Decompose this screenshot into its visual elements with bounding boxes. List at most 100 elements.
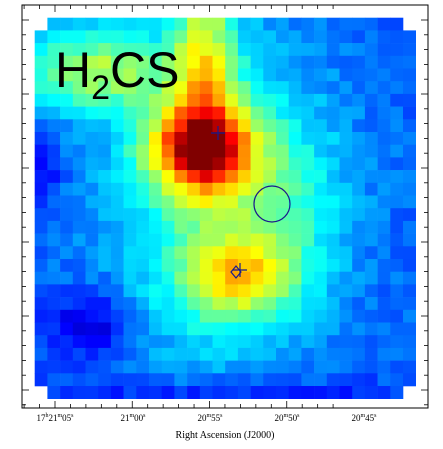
map-cell <box>263 284 277 298</box>
map-cell <box>301 119 315 133</box>
markers <box>211 126 291 279</box>
map-cell <box>174 144 188 158</box>
map-cell <box>161 271 175 285</box>
map-cell <box>390 195 404 209</box>
map-cell <box>123 17 137 31</box>
map-cell <box>187 309 201 323</box>
map-cell <box>187 233 201 247</box>
map-cell <box>352 81 366 95</box>
map-cell <box>34 297 48 311</box>
map-cell <box>149 157 162 171</box>
map-cell <box>326 93 340 107</box>
map-cell <box>161 259 175 272</box>
map-cell <box>403 335 416 349</box>
map-cell <box>212 119 226 133</box>
map-cell <box>123 157 137 171</box>
map-cell <box>301 309 315 323</box>
map-cell <box>161 68 175 82</box>
map-cell <box>85 297 99 311</box>
map-cell <box>187 195 201 209</box>
map-cell <box>136 68 150 82</box>
map-cell <box>390 208 404 222</box>
map-cell <box>123 322 137 336</box>
map-cell <box>136 220 150 234</box>
map-cell <box>301 182 315 196</box>
map-cell <box>98 119 112 133</box>
map-cell <box>187 106 201 120</box>
map-cell <box>237 30 251 44</box>
map-cell <box>136 297 150 311</box>
map-cell <box>377 259 391 272</box>
map-cell <box>288 170 302 184</box>
map-cell <box>276 246 289 260</box>
map-cell <box>301 373 315 387</box>
map-cell <box>161 220 175 234</box>
map-cell <box>187 144 201 158</box>
map-cell <box>136 182 150 196</box>
map-cell <box>339 68 353 82</box>
map-cell <box>314 347 328 361</box>
map-cell <box>263 170 277 184</box>
map-cell <box>149 132 162 145</box>
map-cell <box>85 30 99 44</box>
map-cell <box>377 335 391 349</box>
map-cell <box>47 68 61 82</box>
map-cell <box>85 119 99 133</box>
map-cell <box>60 170 74 184</box>
map-cell <box>110 246 124 260</box>
map-cell <box>47 347 61 361</box>
map-cell <box>72 17 86 31</box>
map-cell <box>377 322 391 336</box>
map-cell <box>326 132 340 145</box>
map-cell <box>199 144 213 158</box>
map-cell <box>123 347 137 361</box>
map-cell <box>263 386 277 399</box>
map-cell <box>225 297 239 311</box>
map-cell <box>149 17 162 31</box>
map-cell <box>314 271 328 285</box>
map-cell <box>47 360 61 374</box>
map-cell <box>110 195 124 209</box>
map-cell <box>85 157 99 171</box>
map-cell <box>352 284 366 298</box>
map-cell <box>377 106 391 120</box>
map-cell <box>377 309 391 323</box>
map-cell <box>288 284 302 298</box>
map-cell <box>136 43 150 57</box>
map-cell <box>72 335 86 349</box>
map-cell <box>263 233 277 247</box>
map-cell <box>225 360 239 374</box>
map-cell <box>34 157 48 171</box>
map-cell <box>314 220 328 234</box>
map-cell <box>161 309 175 323</box>
map-cell <box>72 259 86 272</box>
map-cell <box>390 132 404 145</box>
map-cell <box>212 93 226 107</box>
map-cell <box>263 195 277 209</box>
map-cell <box>199 259 213 272</box>
map-cell <box>352 309 366 323</box>
map-cell <box>34 106 48 120</box>
map-cell <box>390 246 404 260</box>
map-cell <box>187 220 201 234</box>
map-cell <box>314 360 328 374</box>
map-cell <box>72 246 86 260</box>
map-cell <box>237 144 251 158</box>
map-cell <box>161 132 175 145</box>
map-cell <box>352 30 366 44</box>
map-cell <box>403 68 416 82</box>
map-cell <box>225 309 239 323</box>
map-cell <box>98 157 112 171</box>
map-cell <box>85 132 99 145</box>
map-cell <box>352 144 366 158</box>
map-cell <box>250 297 264 311</box>
map-cell <box>364 30 378 44</box>
unit-superscript: m <box>129 413 134 419</box>
map-cell <box>174 55 188 69</box>
map-cell <box>136 284 150 298</box>
map-cell <box>339 208 353 222</box>
map-cell <box>403 284 416 298</box>
map-cell <box>326 195 340 209</box>
map-cell <box>225 144 239 158</box>
map-cell <box>47 182 61 196</box>
